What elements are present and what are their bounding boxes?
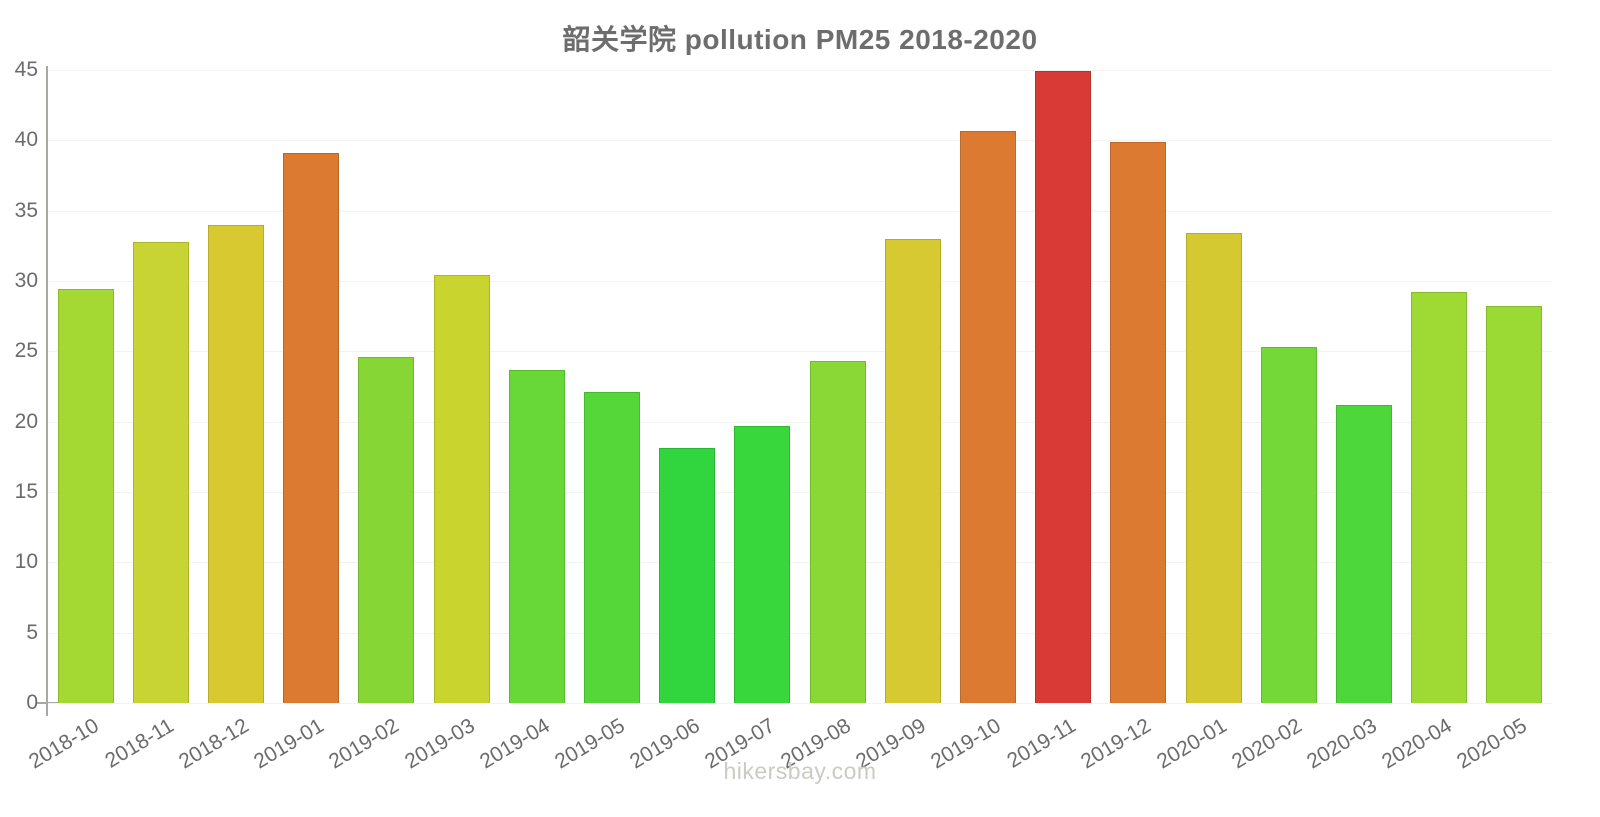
y-axis-tick-label-5: 5	[26, 620, 38, 644]
chart-title: 韶关学院 pollution PM25 2018-2020	[562, 24, 1038, 55]
bar-2018-11[interactable]	[132, 241, 189, 703]
bar-2019-09[interactable]	[884, 238, 941, 703]
bar-2019-05[interactable]	[584, 392, 640, 703]
gridline-35	[48, 210, 1552, 212]
watermark: hikersbay.com	[723, 758, 877, 784]
pm25-bar-chart: 韶关学院 pollution PM25 2018-2020 0 5 10 15 20 25…	[14, 24, 1552, 784]
plot-area	[48, 70, 1552, 704]
bar-2019-04[interactable]	[508, 369, 565, 703]
bar-2019-01[interactable]	[283, 153, 340, 703]
gridline-20	[48, 421, 1552, 423]
gridline-5	[48, 632, 1552, 634]
y-axis-tick-label-45: 45	[14, 58, 38, 81]
y-axis-tick-label-20: 20	[14, 409, 38, 433]
bar-2019-10[interactable]	[960, 130, 1016, 703]
bar-2020-01[interactable]	[1185, 233, 1242, 703]
y-axis-tick-label-35: 35	[14, 198, 38, 222]
bar-2019-08[interactable]	[809, 361, 866, 703]
y-axis-zero-tick	[36, 702, 58, 704]
y-axis-tick-label-30: 30	[14, 269, 38, 292]
gridline-15	[48, 492, 1552, 493]
y-axis-tick-label-40: 40	[14, 128, 38, 152]
gridline-10	[48, 562, 1552, 564]
y-axis-tick-label-25: 25	[14, 339, 38, 363]
gridline-25	[48, 351, 1552, 353]
bar-2018-10[interactable]	[57, 289, 114, 703]
bar-2019-06[interactable]	[659, 448, 716, 703]
gridline-30	[48, 281, 1552, 282]
bar-2020-05[interactable]	[1486, 306, 1543, 703]
gridline-0	[48, 703, 1552, 704]
bar-2019-03[interactable]	[433, 275, 490, 703]
bar-2019-02[interactable]	[358, 356, 415, 703]
bar-2020-04[interactable]	[1411, 292, 1468, 703]
bar-2020-02[interactable]	[1260, 347, 1317, 703]
y-axis-tick-label-0: 0	[26, 691, 38, 714]
bar-2019-12[interactable]	[1110, 141, 1167, 703]
bar-2019-07[interactable]	[734, 425, 791, 703]
y-axis-tick-label-15: 15	[14, 480, 38, 503]
y-axis-line	[46, 66, 48, 716]
bar-2018-12[interactable]	[208, 224, 264, 703]
bar-2020-03[interactable]	[1336, 404, 1392, 703]
bar-2019-11[interactable]	[1035, 71, 1092, 703]
gridline-45	[48, 70, 1552, 71]
gridline-40	[48, 140, 1552, 142]
y-axis-tick-label-10: 10	[14, 550, 38, 574]
